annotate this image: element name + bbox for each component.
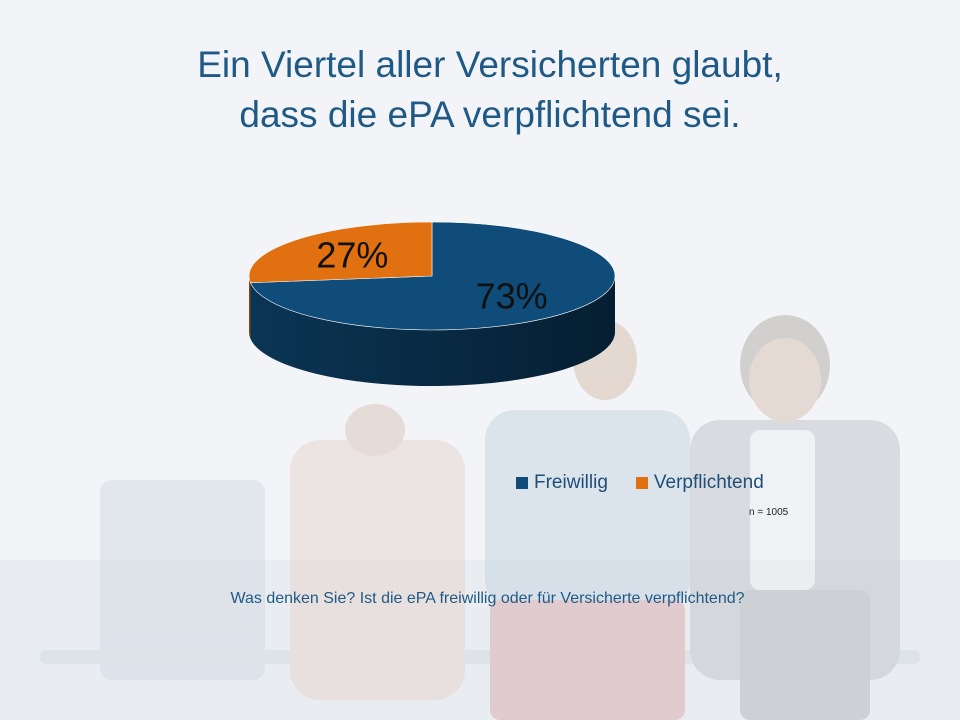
data-label-verpflichtend: 27% [316, 234, 388, 275]
chart-legend: Freiwillig Verpflichtend [516, 472, 764, 494]
title-line-2: dass die ePA verpflichtend sei. [239, 94, 741, 135]
legend-swatch-verpflichtend [635, 477, 648, 489]
legend-item-verpflichtend: Verpflichtend [635, 472, 764, 494]
legend-label-freiwillig: Freiwillig [534, 472, 608, 493]
pie-slice-freiwillig [249, 221, 616, 331]
page-title: Ein Viertel aller Versicherten glaubt, d… [80, 40, 900, 140]
data-label-freiwillig: 73% [476, 276, 548, 317]
legend-label-verpflichtend: Verpflichtend [653, 472, 764, 493]
pie-side-freiwillig [250, 276, 616, 386]
pie-slice-verpflichtend [248, 221, 433, 284]
legend-swatch-freiwillig [516, 477, 528, 489]
sample-size-note: n = 1005 [749, 507, 789, 518]
survey-question: Was denken Sie? Ist die ePA freiwillig o… [230, 590, 745, 607]
title-line-1: Ein Viertel aller Versicherten glaubt, [197, 44, 783, 85]
pie-side-verpflichtend [249, 276, 251, 339]
legend-item-freiwillig: Freiwillig [516, 472, 608, 494]
